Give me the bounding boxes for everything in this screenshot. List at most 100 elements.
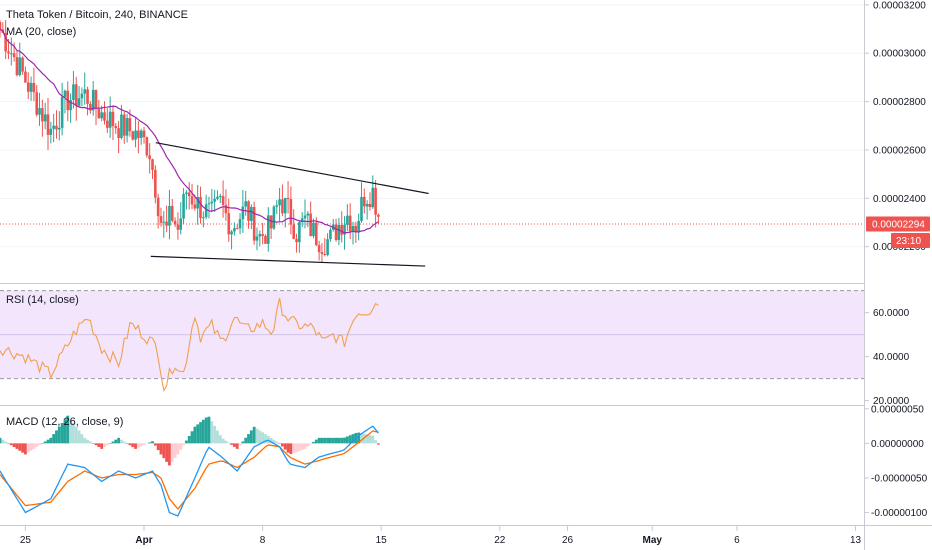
candle-body	[49, 128, 53, 135]
candle-body	[272, 206, 276, 229]
candle-body	[43, 114, 47, 122]
candle-body	[196, 196, 199, 209]
candle-body	[145, 137, 149, 156]
macd-histogram-bar	[18, 443, 22, 451]
macd-histogram-bar	[329, 437, 332, 444]
candle-body	[89, 103, 92, 111]
macd-histogram-bar	[120, 439, 123, 444]
macd-histogram-bar	[139, 443, 143, 447]
macd-histogram-bar	[103, 443, 106, 448]
macd-histogram-bar	[207, 416, 211, 444]
macd-histogram-bar	[156, 443, 160, 451]
candle-body	[266, 215, 270, 244]
candle-body	[154, 169, 157, 198]
macd-histogram-bar	[7, 443, 10, 444]
candle-body	[343, 224, 346, 235]
countdown-tag	[891, 232, 930, 248]
trendline-lower	[150, 255, 426, 267]
candle-body	[346, 215, 349, 225]
macd-histogram-bar	[43, 441, 47, 444]
macd-histogram-bar	[213, 425, 217, 444]
price-gridlines	[0, 4, 864, 248]
rsi-tick-label: 60.0000	[873, 308, 910, 319]
macd-histogram-bar	[292, 443, 296, 453]
macd-histogram-bar	[258, 430, 262, 444]
candle-body	[233, 228, 236, 232]
candle-body	[26, 82, 30, 92]
symbol-title[interactable]: Theta Token / Bitcoin, 240, BINANCE	[6, 9, 188, 21]
candle-body	[295, 238, 298, 243]
candle-body	[365, 204, 369, 207]
macd-histogram-bar	[275, 441, 279, 444]
rsi-axis[interactable]: 60.0000 40.0000 20.0000	[864, 308, 910, 407]
macd-histogram-bar	[0, 437, 2, 444]
macd-histogram-bar	[74, 426, 78, 444]
macd-histogram-bar	[179, 443, 183, 450]
macd-histogram-bar	[309, 443, 313, 445]
macd-histogram-bar	[151, 441, 154, 444]
price-tick-label: 0.00002400	[873, 194, 926, 205]
candle-body	[128, 118, 132, 132]
candle-body	[258, 234, 262, 237]
candle-body	[292, 224, 296, 239]
macd-legend[interactable]: MACD (12, 26, close, 9)	[6, 416, 123, 428]
candle-body	[340, 225, 344, 235]
candle-body	[357, 220, 360, 233]
candle-body	[97, 108, 101, 119]
macd-histogram-bar	[241, 441, 245, 444]
candle-body	[72, 84, 75, 100]
macd-axis[interactable]: 0.00000050 0.00000000 -0.00000050 -0.000001…	[864, 404, 928, 519]
candle-body	[182, 193, 185, 219]
candle-body	[238, 219, 242, 229]
candle-body	[52, 125, 55, 129]
candle-body	[329, 229, 332, 240]
macd-histogram-bar	[365, 434, 369, 444]
candle-body	[151, 159, 154, 170]
candle-body	[9, 53, 13, 55]
macd-histogram-bar	[196, 424, 200, 444]
candle-body	[86, 89, 89, 104]
macd-histogram-bar	[162, 443, 166, 459]
macd-histogram-bar	[326, 437, 329, 444]
macd-histogram-bar	[91, 443, 95, 444]
macd-histogram-bar	[184, 440, 188, 444]
candle-body	[15, 57, 19, 76]
macd-histogram-bar	[303, 443, 307, 449]
candle-body	[261, 234, 264, 236]
macd-histogram-bar	[83, 437, 87, 444]
macd-histogram-bar	[88, 441, 92, 444]
macd-histogram-bar	[289, 443, 293, 454]
time-tick-label: 26	[562, 535, 574, 546]
candle-body	[137, 130, 140, 138]
time-axis[interactable]: 25 Apr 8 15 22 26 May 6 13	[20, 526, 862, 546]
ma-legend[interactable]: MA (20, close)	[6, 26, 76, 38]
macd-histogram-bar	[108, 443, 112, 444]
macd-histogram-bar	[295, 443, 298, 452]
countdown-label: 23:10	[896, 236, 921, 247]
macd-histogram-bar	[60, 423, 64, 444]
macd-histogram-bar	[173, 443, 177, 459]
rsi-legend[interactable]: RSI (14, close)	[6, 294, 79, 306]
candle-body	[55, 125, 58, 130]
macd-histogram-bar	[182, 443, 185, 446]
macd-histogram-bar	[252, 426, 256, 444]
candle-body	[60, 96, 64, 128]
macd-histogram-bar	[244, 437, 248, 444]
candle-body	[306, 213, 310, 216]
trendlines[interactable]	[150, 142, 429, 267]
candle-body	[289, 199, 293, 225]
candle-body	[351, 225, 355, 232]
candle-body	[122, 114, 126, 136]
candle-body	[0, 22, 2, 30]
macd-histogram-bar	[12, 443, 16, 448]
candle-body	[224, 204, 228, 214]
time-tick-label: Apr	[135, 535, 152, 546]
price-tick-label: 0.00003000	[873, 49, 926, 60]
rsi-tick-label: 40.0000	[873, 352, 910, 363]
candle-body	[230, 231, 233, 235]
macd-histogram-bar	[49, 437, 53, 444]
macd-histogram-bar	[134, 443, 137, 449]
candle-body	[114, 126, 118, 129]
candle-body	[74, 84, 78, 106]
